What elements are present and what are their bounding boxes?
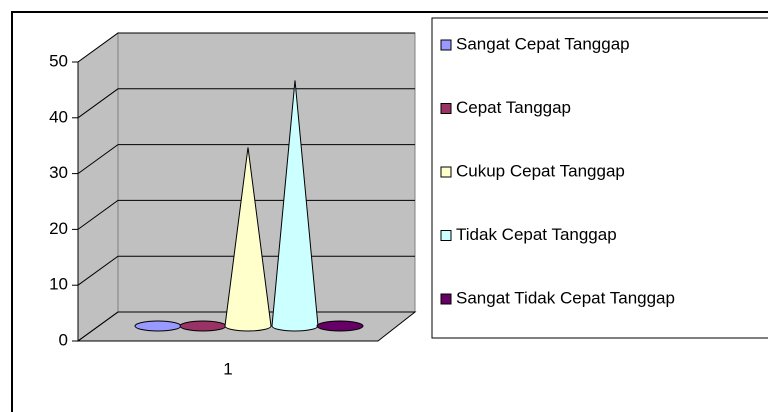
y-tick-label: 0 xyxy=(59,330,68,349)
legend-box xyxy=(431,17,768,339)
y-tick-label: 40 xyxy=(49,107,68,126)
side-wall xyxy=(77,32,119,342)
legend-swatch xyxy=(440,39,452,51)
legend-swatch xyxy=(440,230,452,241)
back-wall xyxy=(117,32,416,313)
grid-line xyxy=(77,32,415,63)
legend-label: Cepat Tanggap xyxy=(456,98,571,117)
y-tick-label: 10 xyxy=(49,275,68,294)
grid-line xyxy=(77,88,415,119)
legend-swatch xyxy=(440,293,452,305)
cone xyxy=(134,320,182,332)
legend-label: Tidak Cepat Tanggap xyxy=(456,225,617,244)
legend-label: Sangat Tidak Cepat Tanggap xyxy=(456,288,675,307)
legend-label: Cukup Cepat Tanggap xyxy=(456,161,625,180)
cone xyxy=(179,320,227,332)
x-tick-label: 1 xyxy=(223,359,232,378)
grid-line xyxy=(77,144,415,175)
legend-swatch xyxy=(440,166,452,178)
y-tick-label: 30 xyxy=(49,163,68,182)
grid-line xyxy=(77,255,415,286)
cone xyxy=(224,147,272,332)
legend-swatch xyxy=(440,103,452,114)
cone xyxy=(316,320,364,332)
legend-label: Sangat Cepat Tanggap xyxy=(456,34,630,53)
y-tick-label: 20 xyxy=(49,219,68,238)
grid-line xyxy=(77,199,415,230)
y-tick-label: 50 xyxy=(49,51,68,70)
